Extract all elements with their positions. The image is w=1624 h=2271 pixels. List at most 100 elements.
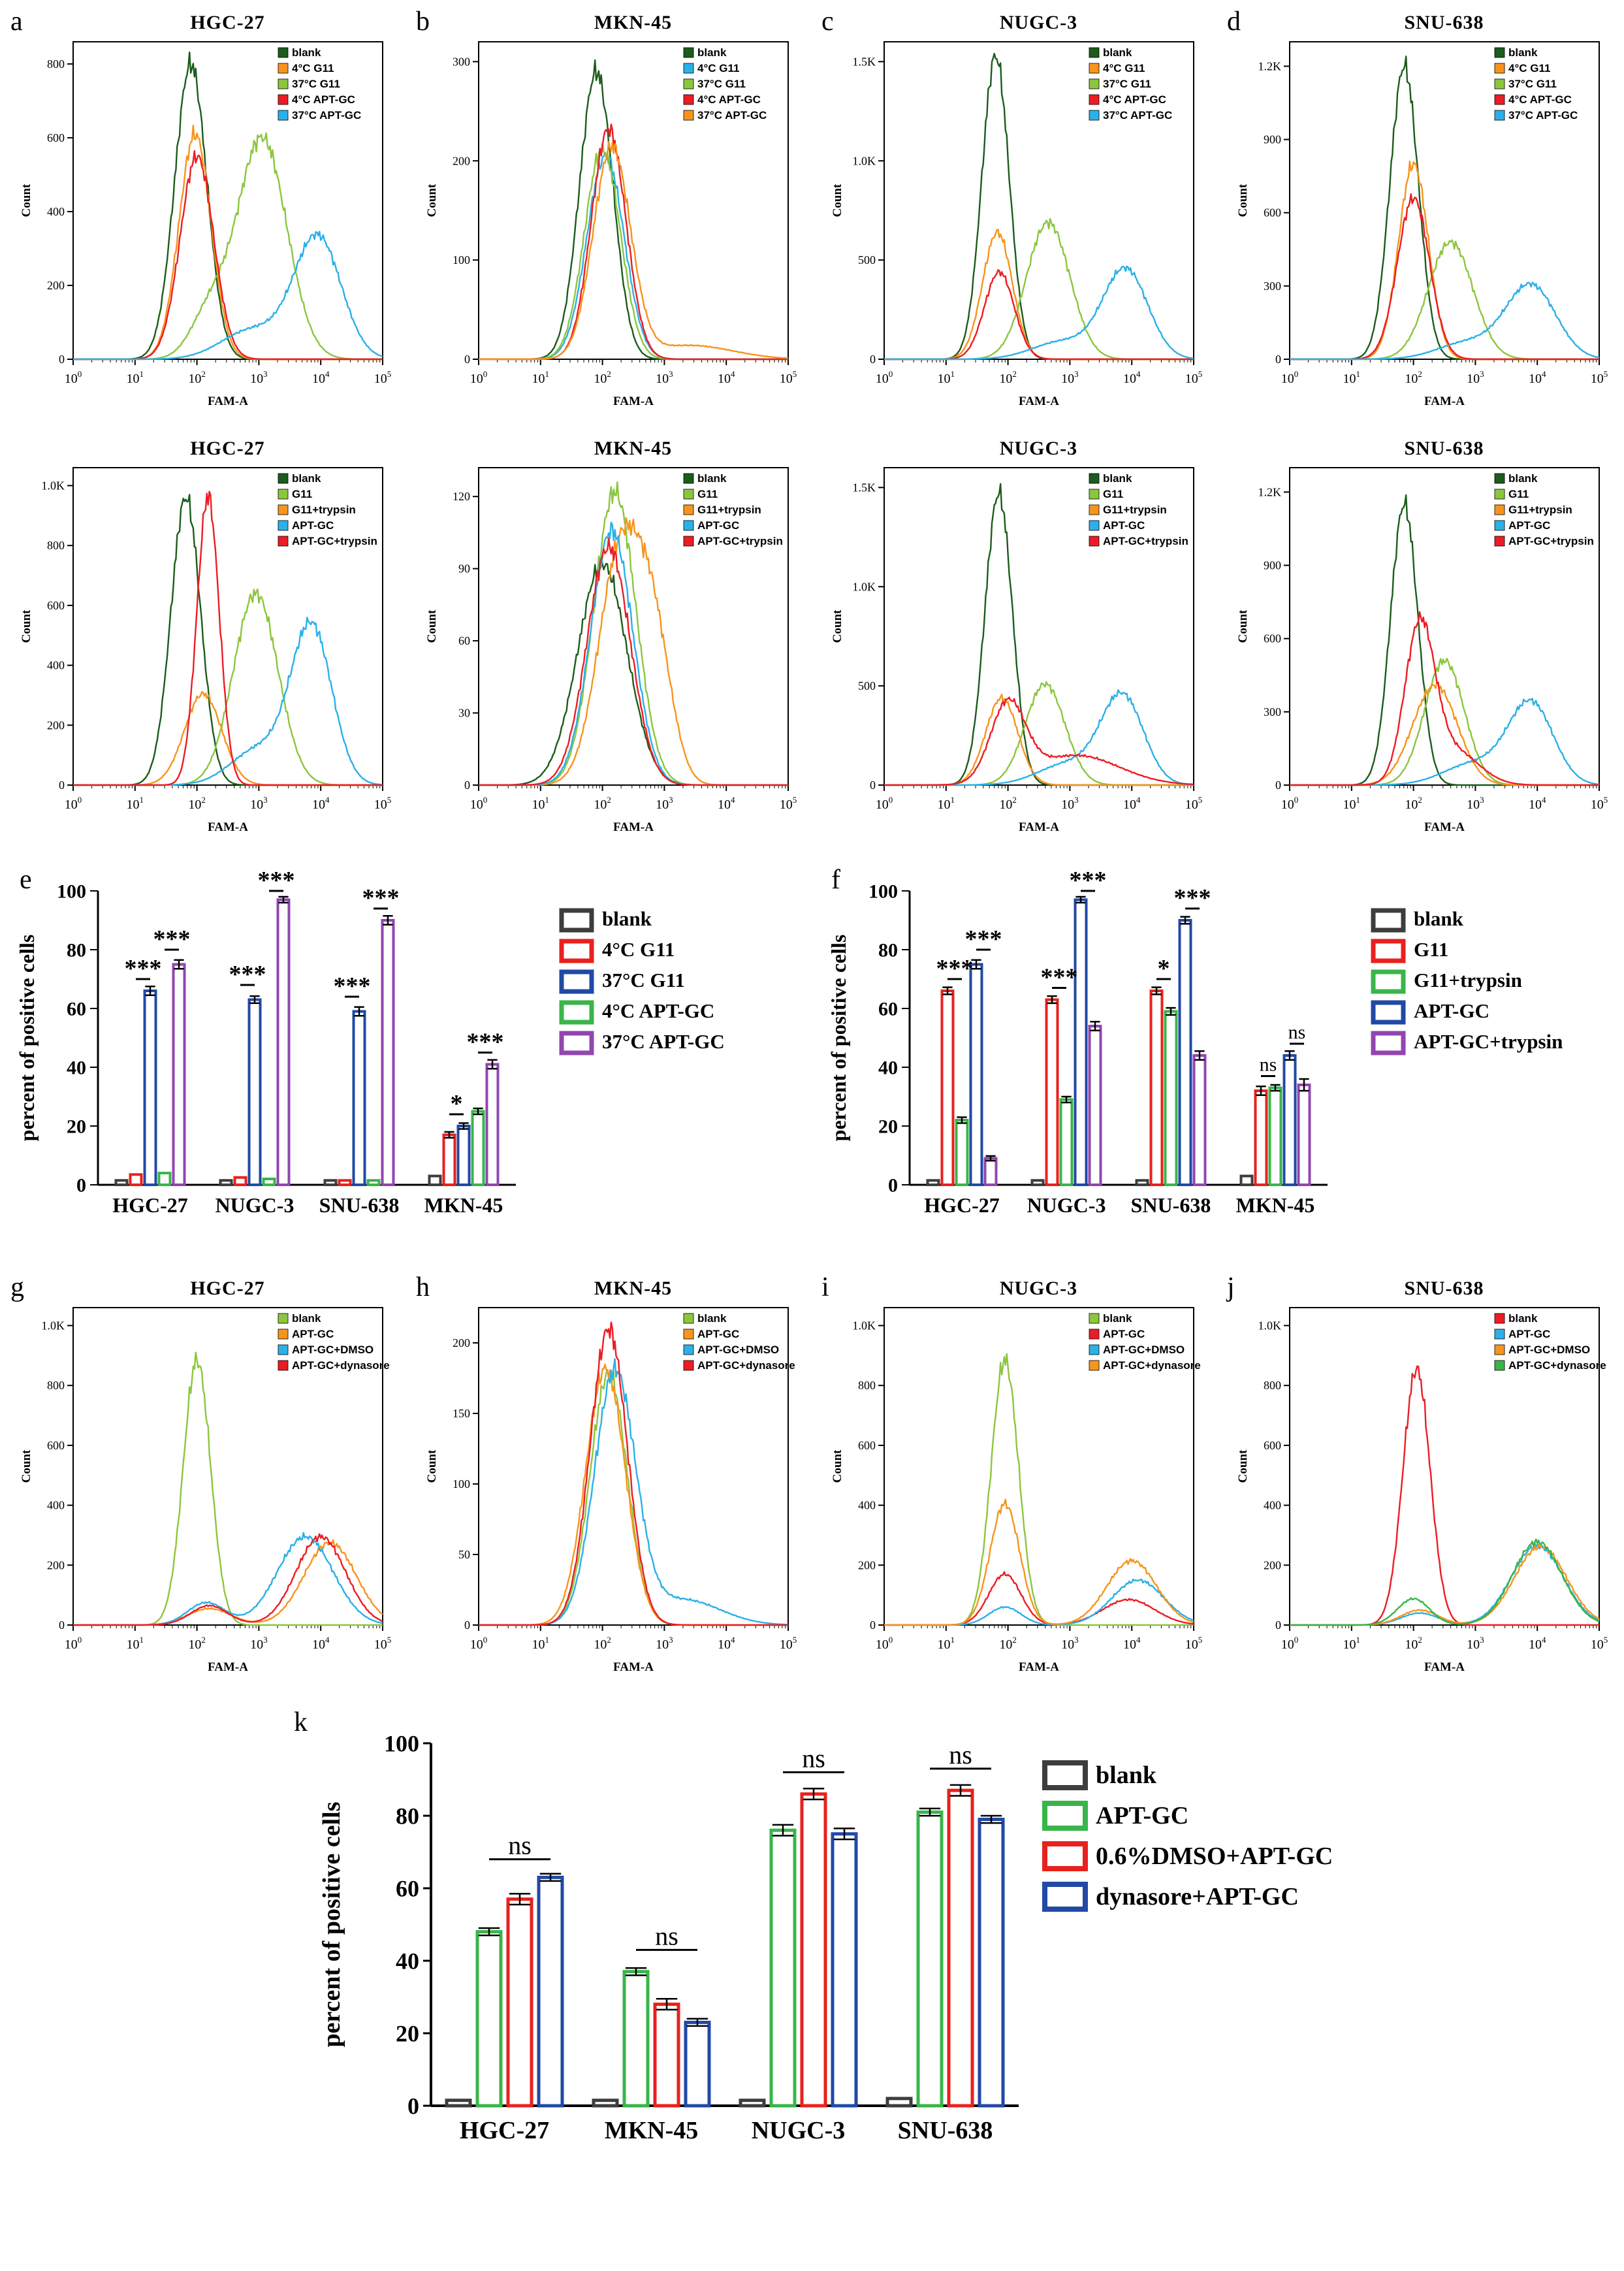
svg-text:105: 105 bbox=[1185, 369, 1202, 386]
legend: blank APT-GC APT-GC+DMSO APT-GC+dynasore bbox=[278, 1312, 389, 1372]
curve-APT-GC bbox=[884, 689, 1194, 786]
svg-text:blank: blank bbox=[292, 472, 321, 485]
svg-text:37°C G11: 37°C G11 bbox=[1103, 78, 1151, 90]
svg-text:MKN-45: MKN-45 bbox=[605, 2117, 699, 2144]
panel-letter: i bbox=[821, 1272, 829, 1302]
bar-0.6%DMSO+APT-GC-MKN-45 bbox=[653, 2003, 680, 2108]
bar-blank-HGC-27 bbox=[445, 2099, 472, 2108]
svg-text:APT-GC: APT-GC bbox=[1103, 1328, 1145, 1340]
svg-text:APT-GC+DMSO: APT-GC+DMSO bbox=[697, 1344, 779, 1356]
legend-swatch bbox=[1494, 78, 1505, 89]
curve-APT-GC+dynasore bbox=[884, 1498, 1194, 1626]
svg-text:104: 104 bbox=[1122, 1635, 1140, 1652]
svg-text:101: 101 bbox=[937, 369, 955, 386]
svg-text:300: 300 bbox=[453, 55, 470, 68]
bar-37°C G11-MKN-45 bbox=[456, 1125, 471, 1186]
curve-37°C G11 bbox=[884, 217, 1194, 361]
legend: blank 4°C G11 37°C G11 4°C APT-GC 37°C APT-G… bbox=[1494, 46, 1578, 121]
bar-4°C APT-GC-NUGC-3 bbox=[262, 1178, 276, 1186]
svg-text:blank: blank bbox=[1096, 1762, 1157, 1789]
svg-text:1.5K: 1.5K bbox=[852, 481, 876, 494]
curve-APT-GC bbox=[1289, 698, 1599, 786]
svg-text:500: 500 bbox=[858, 679, 876, 692]
svg-text:103: 103 bbox=[656, 1635, 673, 1652]
svg-text:60: 60 bbox=[396, 1876, 419, 1902]
plot-frame bbox=[72, 41, 383, 360]
svg-text:FAM-A: FAM-A bbox=[1424, 820, 1465, 834]
svg-text:800: 800 bbox=[47, 1379, 65, 1392]
curve-blank bbox=[478, 1368, 788, 1626]
svg-text:G11+trypsin: G11+trypsin bbox=[1508, 504, 1572, 516]
flow-histogram-plot: 100 101 102 103 104 105 FAM-A 0 50 100 150 200 Count… bbox=[425, 1307, 797, 1674]
svg-text:900: 900 bbox=[1264, 559, 1281, 572]
error-bars bbox=[942, 895, 1309, 1162]
significance-annotations: ns ns ns ns bbox=[489, 1740, 991, 1951]
svg-text:100: 100 bbox=[1281, 369, 1298, 386]
svg-text:103: 103 bbox=[1467, 369, 1484, 386]
bar-APT-GC-NUGC-3 bbox=[1074, 898, 1088, 1186]
svg-text:FAM-A: FAM-A bbox=[208, 1660, 248, 1674]
legend-swatch bbox=[1494, 1329, 1505, 1340]
svg-text:4°C G11: 4°C G11 bbox=[1508, 62, 1550, 74]
bar-APT-GC-SNU-638 bbox=[1178, 919, 1192, 1186]
svg-text:104: 104 bbox=[1528, 795, 1546, 812]
panel-letter: e bbox=[20, 865, 32, 895]
flow-histogram-plot: 100 101 102 103 104 105 FAM-A 0 200 400 600 800 1.0K… bbox=[831, 1307, 1202, 1674]
svg-text:blank: blank bbox=[602, 907, 652, 930]
legend-swatch bbox=[1089, 520, 1099, 531]
legend-swatch bbox=[683, 1344, 693, 1355]
svg-text:0: 0 bbox=[59, 353, 65, 366]
svg-text:HGC-27: HGC-27 bbox=[460, 2117, 549, 2144]
flow-panel-r2a: HGC-27 100 101 102 103 104 105 FAM-A 0 200 400 600… bbox=[0, 432, 406, 848]
legend-swatch bbox=[1089, 78, 1099, 89]
bar-blank-MKN-45 bbox=[592, 2099, 619, 2108]
legend-swatch bbox=[1089, 536, 1099, 547]
curve-APT-GC+trypsin bbox=[884, 696, 1194, 786]
svg-text:101: 101 bbox=[937, 795, 955, 812]
svg-text:*: * bbox=[451, 1090, 463, 1118]
svg-text:104: 104 bbox=[1528, 1635, 1546, 1652]
svg-text:80: 80 bbox=[878, 940, 898, 961]
svg-text:blank: blank bbox=[1508, 472, 1538, 485]
bar-4°C APT-GC-HGC-27 bbox=[157, 1172, 172, 1186]
svg-text:0: 0 bbox=[1275, 779, 1281, 792]
error-bars bbox=[478, 1784, 1002, 2027]
curve-blank bbox=[884, 1353, 1194, 1626]
flow-panel-i: i NUGC-3 100 101 102 103 104 105 FAM-A 0 200 400 6… bbox=[811, 1272, 1217, 1688]
flow-histogram-plot: 100 101 102 103 104 105 FAM-A 0 500 1.0K 1.5K Count… bbox=[831, 467, 1202, 834]
bar-blank-NUGC-3 bbox=[739, 2099, 766, 2108]
svg-text:37°C G11: 37°C G11 bbox=[292, 78, 340, 90]
svg-text:4°C G11: 4°C G11 bbox=[1103, 62, 1145, 74]
flow-panel-g: g HGC-27 100 101 102 103 104 105 FAM-A 0 200 400 6… bbox=[0, 1272, 406, 1688]
y-axis: 0 200 400 600 800 Count bbox=[20, 57, 73, 366]
svg-text:103: 103 bbox=[1467, 795, 1484, 812]
bar-37°C APT-GC-NUGC-3 bbox=[276, 898, 291, 1186]
legend-swatch bbox=[559, 1031, 594, 1055]
legend-swatch bbox=[1089, 1360, 1099, 1371]
curves bbox=[1289, 56, 1599, 361]
svg-text:100: 100 bbox=[1281, 795, 1298, 812]
legend-swatch bbox=[1494, 1344, 1505, 1355]
error-bars bbox=[145, 895, 498, 1139]
svg-text:Count: Count bbox=[425, 609, 439, 643]
curves bbox=[72, 51, 383, 361]
svg-text:102: 102 bbox=[999, 795, 1017, 812]
svg-text:80: 80 bbox=[396, 1803, 419, 1829]
bar-APT-GC-HGC-27 bbox=[475, 1930, 503, 2108]
svg-text:101: 101 bbox=[126, 1635, 144, 1652]
legend-swatch bbox=[1089, 504, 1099, 515]
bar-4°C APT-GC-MKN-45 bbox=[471, 1110, 485, 1186]
x-axis: 100 101 102 103 104 105 FAM-A bbox=[64, 785, 391, 834]
panel-title: MKN-45 bbox=[594, 12, 673, 33]
x-axis: 100 101 102 103 104 105 FAM-A bbox=[470, 1625, 797, 1674]
curve-APT-GC+DMSO bbox=[478, 1358, 788, 1626]
curve-APT-GC bbox=[478, 521, 788, 786]
svg-text:102: 102 bbox=[1405, 795, 1422, 812]
bar-37°C APT-GC-HGC-27 bbox=[172, 963, 186, 1186]
svg-text:FAM-A: FAM-A bbox=[1019, 395, 1059, 408]
svg-text:20: 20 bbox=[878, 1116, 898, 1138]
svg-text:104: 104 bbox=[717, 795, 735, 812]
legend: blank 4°C G11 37°C G11 4°C APT-GC 37°C APT-G… bbox=[1089, 46, 1172, 121]
curves bbox=[478, 1321, 788, 1626]
x-axis: 100 101 102 103 104 105 FAM-A bbox=[875, 359, 1202, 408]
